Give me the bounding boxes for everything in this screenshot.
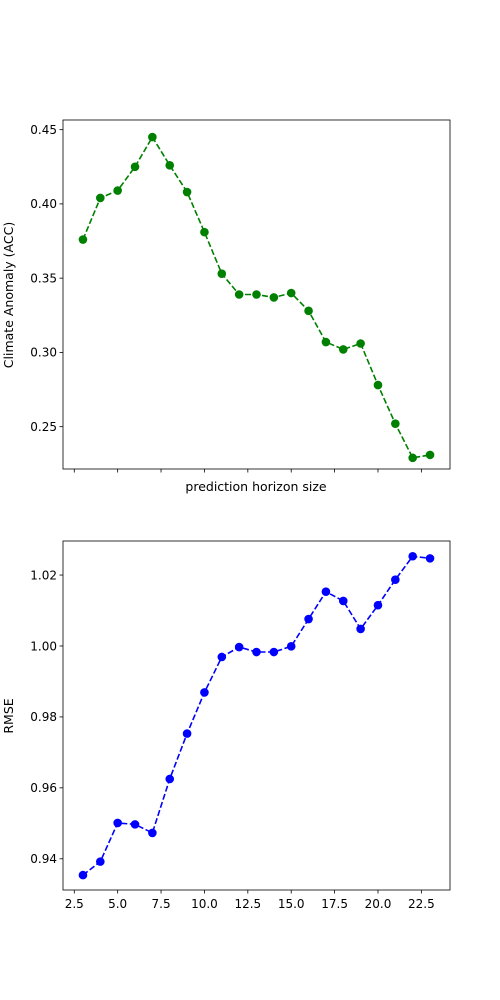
acc-y-tick-label: 0.35 — [30, 271, 57, 285]
acc-data-point — [182, 187, 192, 197]
acc-data-point — [130, 162, 140, 172]
rmse-data-point — [252, 647, 261, 657]
acc-data-point — [234, 290, 244, 299]
acc-data-point — [96, 193, 105, 203]
acc-data-point — [408, 453, 417, 463]
rmse-chart: RMSE 0.94 0.96 0.98 1.00 1.02 2.5 5.0 7.5 10.0 12… — [1, 540, 451, 911]
acc-data-point — [321, 337, 331, 347]
rmse-data-point — [78, 870, 88, 880]
rmse-data-point — [408, 551, 417, 561]
acc-data-point — [217, 269, 227, 279]
acc-data-point — [373, 380, 383, 390]
rmse-data-point — [165, 774, 175, 784]
acc-y-tick-label: 0.45 — [30, 123, 57, 137]
rmse-x-tick-label: 10.0 — [191, 897, 218, 911]
rmse-y-tick-label: 1.00 — [30, 639, 57, 653]
rmse-data-point — [130, 820, 140, 829]
rmse-data-point — [182, 729, 192, 738]
acc-data-point — [338, 345, 348, 354]
rmse-data-point — [425, 554, 435, 563]
acc-data-point — [113, 186, 122, 195]
rmse-x-tick-label: 5.0 — [108, 897, 127, 911]
rmse-y-tick-label: 1.02 — [30, 568, 57, 582]
acc-axes-frame — [62, 119, 451, 470]
rmse-y-axis-label: RMSE — [1, 698, 16, 733]
rmse-y-tick-label: 0.94 — [30, 852, 57, 866]
rmse-data-point — [113, 818, 122, 828]
acc-data-point — [304, 306, 313, 316]
acc-y-tick-label: 0.30 — [30, 346, 57, 360]
acc-x-axis-label: prediction horizon size — [185, 479, 327, 494]
rmse-x-tick-label: 20.0 — [365, 897, 392, 911]
acc-data-point — [78, 235, 88, 244]
rmse-x-tick-label: 17.5 — [321, 897, 348, 911]
acc-data-point — [165, 160, 175, 170]
rmse-y-tick-label: 0.98 — [30, 710, 57, 724]
rmse-x-tick-label: 12.5 — [234, 897, 261, 911]
acc-data-point — [200, 227, 209, 237]
rmse-data-point — [286, 642, 296, 651]
rmse-data-point — [304, 614, 313, 624]
rmse-data-point — [338, 596, 348, 606]
acc-chart: Climate Anomaly (ACC) prediction horizon… — [1, 119, 451, 494]
acc-data-point — [252, 290, 261, 299]
rmse-data-point — [96, 857, 105, 866]
rmse-y-tick-label: 0.96 — [30, 781, 57, 795]
rmse-data-point — [321, 587, 331, 597]
acc-data-point — [269, 293, 279, 302]
acc-data-point — [148, 132, 157, 142]
rmse-x-tick-label: 22.5 — [408, 897, 435, 911]
rmse-data-point — [200, 688, 209, 697]
acc-data-point — [391, 419, 400, 429]
rmse-data-point — [356, 624, 365, 634]
rmse-data-point — [269, 647, 279, 657]
rmse-data-point — [217, 652, 227, 662]
rmse-axes-frame — [62, 540, 451, 891]
acc-data-point — [425, 450, 435, 460]
acc-data-point — [286, 288, 296, 298]
acc-data-point — [356, 339, 365, 348]
rmse-data-point — [391, 575, 400, 584]
rmse-x-tick-label: 15.0 — [278, 897, 305, 911]
acc-y-axis-label: Climate Anomaly (ACC) — [1, 222, 16, 368]
rmse-x-tick-label: 7.5 — [152, 897, 171, 911]
acc-y-tick-label: 0.25 — [30, 420, 57, 434]
rmse-data-point — [373, 600, 383, 610]
acc-y-tick-label: 0.40 — [30, 197, 57, 211]
rmse-data-point — [234, 642, 244, 652]
rmse-data-point — [148, 828, 157, 838]
rmse-x-tick-label: 2.5 — [65, 897, 84, 911]
